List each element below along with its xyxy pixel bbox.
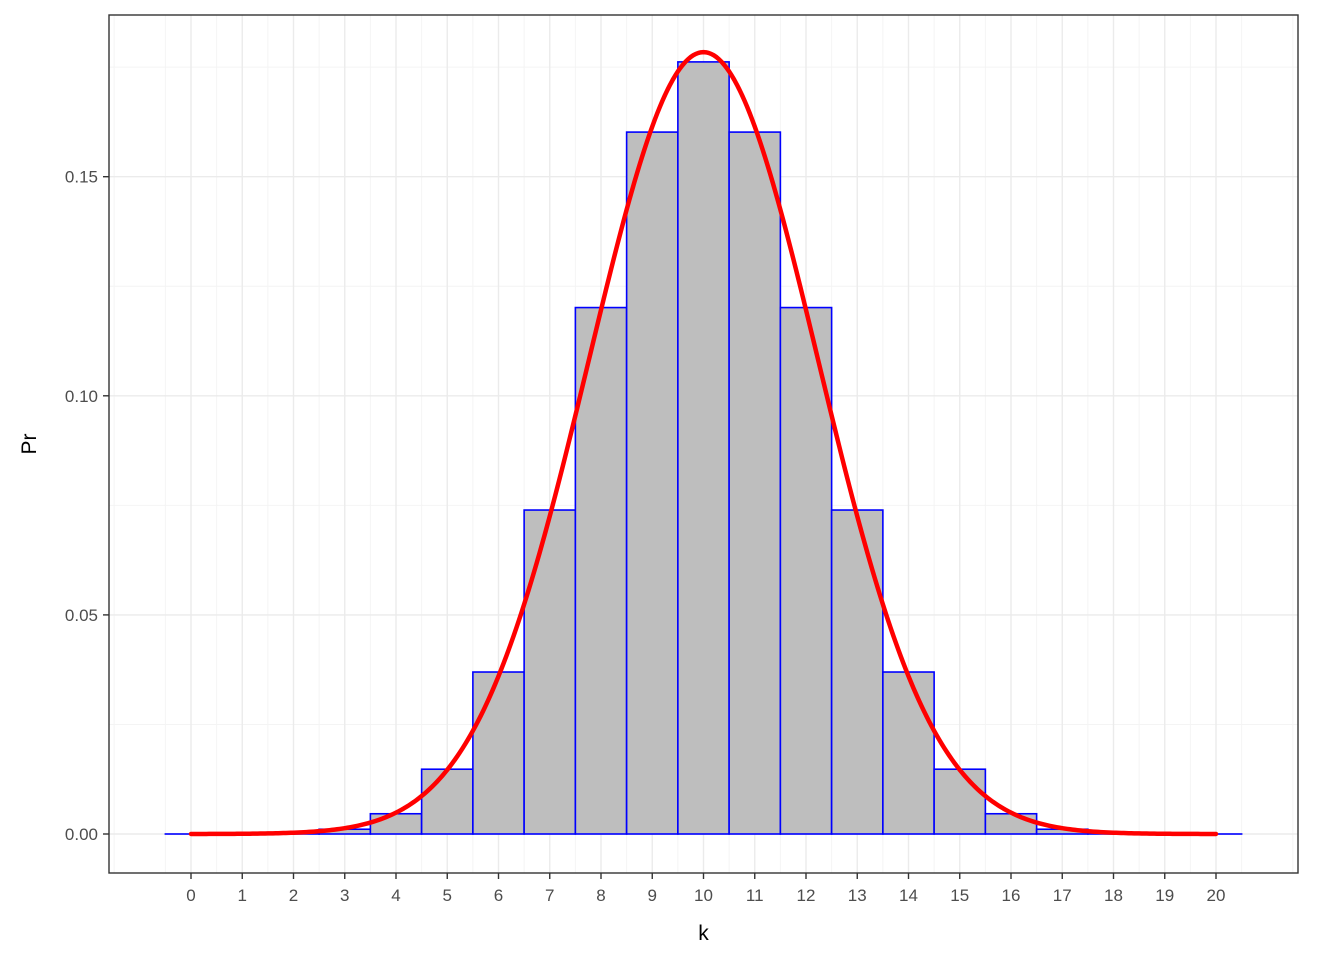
bar-11 (728, 131, 782, 835)
bar-12 (779, 306, 833, 835)
x-tick-label: 15 (950, 886, 969, 905)
bars (164, 61, 1243, 835)
bar-4 (369, 812, 423, 835)
x-tick-label: 4 (391, 886, 400, 905)
y-tick-label: 0.15 (65, 168, 98, 187)
x-tick-label: 3 (340, 886, 349, 905)
normal-curve-line (188, 49, 1219, 837)
x-tick-label: 1 (238, 886, 247, 905)
bar-9 (625, 131, 679, 835)
x-tick-label: 19 (1155, 886, 1174, 905)
y-tick-label: 0.00 (65, 825, 98, 844)
y-axis-title: Pr (18, 433, 41, 454)
x-tick-label: 18 (1104, 886, 1123, 905)
x-axis-ticks: 0 1 2 3 4 5 6 7 8 9 10 11 12 13 14 15 16 17 18 19 20 (186, 873, 1225, 905)
x-tick-label: 8 (596, 886, 605, 905)
bar-8 (574, 306, 628, 835)
bar-10 (677, 61, 730, 835)
y-tick-label: 0.10 (65, 387, 98, 406)
x-tick-label: 10 (694, 886, 713, 905)
x-tick-label: 13 (848, 886, 867, 905)
x-tick-label: 5 (443, 886, 452, 905)
y-axis-ticks: 0.00 0.05 0.10 0.15 (65, 168, 109, 844)
x-tick-label: 12 (797, 886, 816, 905)
x-tick-label: 9 (648, 886, 657, 905)
bar-7 (523, 509, 577, 835)
x-tick-label: 6 (494, 886, 503, 905)
x-tick-label: 17 (1053, 886, 1072, 905)
x-tick-label: 7 (545, 886, 554, 905)
density-curve (188, 49, 1219, 837)
y-tick-label: 0.05 (65, 606, 98, 625)
x-tick-label: 11 (746, 886, 764, 905)
bar-5 (420, 768, 474, 835)
x-tick-label: 0 (186, 886, 195, 905)
bar-13 (830, 509, 884, 835)
bar-16 (984, 812, 1038, 835)
x-tick-label: 16 (1002, 886, 1021, 905)
x-tick-label: 20 (1207, 886, 1226, 905)
bar-15 (933, 768, 987, 835)
bar-6 (472, 671, 525, 835)
x-axis-title: k (698, 922, 709, 945)
x-tick-label: 2 (289, 886, 298, 905)
bar-14 (882, 671, 935, 835)
x-tick-label: 14 (899, 886, 918, 905)
